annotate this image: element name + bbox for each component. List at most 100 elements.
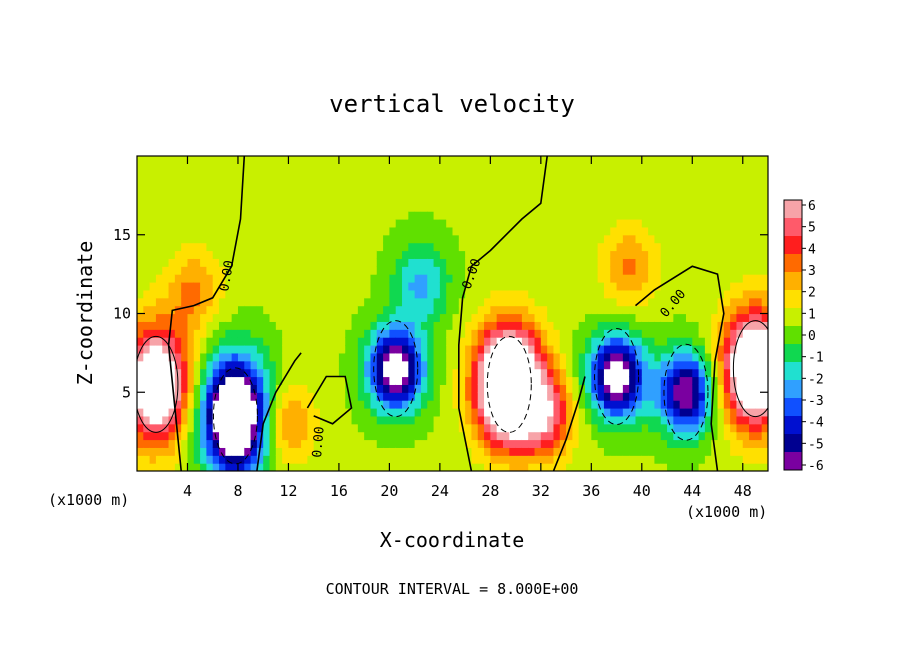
field-cell [502,187,510,196]
field-cell [439,289,447,299]
field-cell [181,463,189,471]
field-cell [446,345,454,354]
field-cell [749,274,756,283]
field-cell [515,282,523,291]
field-cell [256,431,264,441]
field-cell [168,163,176,173]
field-cell [509,179,517,189]
field-cell [357,242,365,252]
field-cell [345,368,353,378]
field-cell [137,195,144,204]
field-cell [376,297,384,307]
field-cell [540,289,548,299]
field-cell [622,179,630,189]
field-cell [528,226,536,236]
field-cell [547,463,555,471]
colorbar-swatch [784,200,802,219]
field-cell [736,321,744,330]
field-cell [364,203,372,212]
field-cell [326,360,334,370]
field-cell [755,203,763,212]
field-cell [547,195,555,204]
field-cell [458,266,466,275]
field-cell [458,400,466,409]
field-cell [749,321,756,330]
field-cell [685,455,693,464]
field-cell [704,321,712,330]
field-cell [559,415,567,425]
field-cell [465,345,473,354]
field-cell [641,447,649,456]
field-cell [275,352,283,362]
field-cell [294,423,302,433]
field-cell [364,266,372,275]
field-cell [540,392,548,401]
field-cell [566,337,573,346]
field-cell [547,392,555,401]
field-cell [370,234,378,244]
field-cell [395,219,403,228]
field-cell [761,226,768,236]
field-cell [168,321,176,330]
field-cell [717,329,725,338]
field-cell [534,171,542,181]
field-cell [749,392,756,401]
field-cell [534,211,542,220]
field-cell [370,337,378,346]
field-cell [307,258,315,267]
field-cell [742,360,750,370]
field-cell [692,234,700,244]
field-cell [250,392,258,401]
field-cell [301,274,308,283]
field-cell [263,455,271,464]
field-cell [376,187,384,196]
field-cell [641,392,649,401]
field-cell [629,266,637,275]
field-cell [692,226,700,236]
field-cell [427,415,435,425]
field-cell [711,179,719,189]
field-cell [402,171,409,181]
field-cell [433,282,441,291]
field-cell [433,274,441,283]
field-cell [496,305,504,315]
field-cell [364,171,372,181]
field-cell [193,219,201,228]
field-cell [635,203,643,212]
field-cell [446,463,454,471]
field-cell [515,305,523,315]
field-cell [673,163,681,173]
field-cell [294,431,302,441]
field-cell [452,431,460,441]
field-cell [515,368,523,378]
field-cell [534,463,542,471]
field-cell [673,345,681,354]
field-cell [414,211,422,220]
field-cell [364,368,372,378]
field-cell [742,313,750,322]
field-cell [225,195,233,204]
field-cell [137,337,144,346]
field-cell [742,156,750,165]
field-cell [553,439,561,448]
field-cell [521,368,529,378]
field-cell [730,234,738,244]
field-cell [244,400,252,409]
field-cell [420,423,428,433]
field-cell [597,211,605,220]
field-cell [458,345,466,354]
field-cell [168,415,176,425]
field-cell [484,329,491,338]
field-cell [364,258,372,267]
x-tick-label: 8 [233,482,242,500]
field-cell [326,352,334,362]
field-cell [187,282,195,291]
field-cell [641,211,649,220]
field-cell [269,282,277,291]
field-cell [484,447,491,456]
field-cell [629,463,637,471]
field-cell [572,384,580,393]
field-cell [338,179,346,189]
field-cell [275,463,283,471]
field-cell [553,297,561,307]
